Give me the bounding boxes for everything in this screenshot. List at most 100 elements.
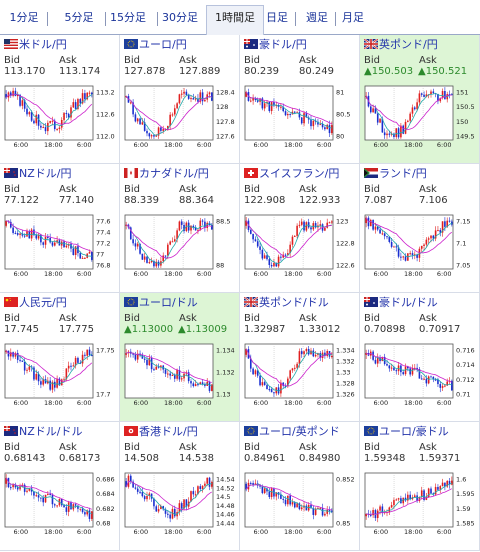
bid-value-text: 122.908: [244, 195, 286, 206]
candlestick-chart[interactable]: 0.716 0.714 0.712 0.71 6:00 18:00 6:00: [364, 343, 475, 407]
x-tick-label: 6:00: [437, 399, 452, 407]
candlestick-chart[interactable]: 1.334 1.332 1.33 1.328 1.326 6:00 18:00 6:00: [244, 343, 355, 407]
tab-7[interactable]: 月足: [342, 11, 364, 24]
candle-body: [148, 133, 151, 137]
rate-card[interactable]: スイスフラン/円 Bid Ask 122.908 122.933 123 122.8 122.…: [240, 164, 360, 293]
pair-title-link[interactable]: カナダドル/円: [124, 166, 209, 182]
candlestick-chart[interactable]: 81 80.5 80 6:00 18:00 6:00: [244, 85, 355, 149]
pair-title-link[interactable]: 米ドル/円: [4, 37, 67, 53]
bid-value-text: 1.32987: [244, 324, 286, 335]
rate-card[interactable]: 米ドル/円 Bid Ask 113.170 113.174 113.2 112.6 112.0…: [0, 35, 120, 164]
candlestick-chart[interactable]: 0.852 0.85 6:00 18:00 6:00: [244, 472, 355, 536]
pair-title-link[interactable]: スイスフラン/円: [244, 166, 339, 182]
ask-label: Ask: [419, 55, 437, 66]
pair-title-link[interactable]: NZドル/ドル: [4, 424, 82, 440]
tab-1[interactable]: 5分足: [64, 11, 94, 24]
candle-body: [30, 112, 33, 121]
ask-label: Ask: [59, 55, 77, 66]
tab-3[interactable]: 30分足: [162, 11, 198, 24]
candle-body: [146, 130, 148, 134]
pair-title-link[interactable]: 英ポンド/ドル: [244, 295, 329, 311]
rate-card[interactable]: 香港ドル/円 Bid Ask 14.508 14.538 14.54 14.52 14.5 14…: [120, 422, 240, 551]
candle-body: [381, 233, 384, 235]
rate-card[interactable]: ランド/円 Bid Ask 7.087 7.106 7.15 7.1 7.05 6:00 18:0…: [360, 164, 480, 293]
tab-6[interactable]: 週足: [306, 11, 328, 24]
pair-title-link[interactable]: ユーロ/ドル: [124, 295, 198, 311]
candle-body: [192, 98, 195, 100]
tab-2[interactable]: 15分足: [110, 11, 146, 24]
rate-card[interactable]: 英ポンド/円 Bid Ask ▲150.503 ▲150.521 151 150.5 150 1…: [360, 35, 480, 164]
rate-card[interactable]: 豪ドル/円 Bid Ask 80.239 80.249 81 80.5 80 6:00 18:00…: [240, 35, 360, 164]
candle-body: [192, 383, 195, 387]
candle-body: [51, 242, 54, 246]
candle-body: [390, 367, 393, 369]
candlestick-chart[interactable]: 1.134 1.132 1.13 6:00 18:00 6:00: [124, 343, 235, 407]
candle-body: [47, 237, 49, 239]
rate-card[interactable]: カナダドル/円 Bid Ask 88.339 88.364 88.5 88 6:00 18:00…: [120, 164, 240, 293]
pair-title-link[interactable]: ランド/円: [364, 166, 427, 182]
rate-card[interactable]: 人民元/円 Bid Ask 17.745 17.775 17.75 17.7 6:00 18:0…: [0, 293, 120, 422]
rate-card[interactable]: ユーロ/英ポンド Bid Ask 0.84961 0.84980 0.852 0.85 6:0…: [240, 422, 360, 551]
candle-body: [167, 513, 169, 515]
candle-body: [411, 253, 414, 256]
candle-body: [326, 222, 329, 228]
candlestick-chart[interactable]: 0.686 0.684 0.682 0.68 6:00 18:00 6:00: [4, 472, 115, 536]
pair-name: カナダドル/円: [139, 167, 209, 180]
candlestick-chart[interactable]: 88.5 88 6:00 18:00 6:00: [124, 214, 235, 278]
candle-body: [416, 254, 418, 258]
candlestick-chart[interactable]: 151 150.5 150 149.5 6:00 18:00 6:00: [364, 85, 475, 149]
rate-card[interactable]: 豪ドル/ドル Bid Ask 0.70898 0.70917 0.716 0.714 0.71…: [360, 293, 480, 422]
candlestick-chart[interactable]: 77.6 77.4 77.2 77 76.8 6:00 18:00 6:00: [4, 214, 115, 278]
ask-value-text: 14.538: [179, 453, 214, 464]
pair-title-link[interactable]: 人民元/円: [4, 295, 67, 311]
candle-body: [319, 224, 322, 226]
moving-average-long: [366, 488, 452, 516]
pair-title-link[interactable]: ユーロ/円: [124, 37, 187, 53]
candle-body: [388, 236, 391, 243]
candle-body: [49, 237, 51, 243]
candlestick-chart[interactable]: 17.75 17.7 6:00 18:00 6:00: [4, 343, 115, 407]
candle-body: [324, 127, 326, 130]
bid-value-text: 17.745: [4, 324, 39, 335]
candlestick-chart[interactable]: 128.4 128 127.8 127.6 6:00 18:00 6:00: [124, 85, 235, 149]
candle-body: [194, 98, 197, 100]
pair-title-link[interactable]: 香港ドル/円: [124, 424, 198, 440]
candle-body: [310, 350, 312, 355]
tab-5[interactable]: 日足: [266, 11, 288, 24]
y-tick-label: 122.8: [336, 240, 355, 248]
candlestick-chart[interactable]: 113.2 112.6 112.0 6:00 18:00 6:00: [4, 85, 115, 149]
candlestick-chart[interactable]: 1.6 1.595 1.59 1.585 6:00 18:00 6:00: [364, 472, 475, 536]
pair-title-link[interactable]: 豪ドル/ドル: [364, 295, 438, 311]
pair-title-link[interactable]: ユーロ/英ポンド: [244, 424, 340, 440]
tab-0[interactable]: 1分足: [9, 11, 39, 24]
rate-card[interactable]: ユーロ/円 Bid Ask 127.878 127.889 128.4 128 127.8 12…: [120, 35, 240, 164]
candlestick-chart[interactable]: 123 122.8 122.6 6:00 18:00 6:00: [244, 214, 355, 278]
rate-card[interactable]: 英ポンド/ドル Bid Ask 1.32987 1.33012 1.334 1.332 1.3…: [240, 293, 360, 422]
candle-body: [37, 114, 40, 126]
tab-4[interactable]: 1時間足: [206, 5, 264, 35]
candle-body: [277, 387, 280, 394]
rate-card[interactable]: NZドル/ドル Bid Ask 0.68143 0.68173 0.686 0.684 0.6…: [0, 422, 120, 551]
candle-body: [201, 485, 204, 489]
x-tick-label: 6:00: [374, 528, 389, 536]
candle-body: [150, 261, 153, 263]
pair-title-link[interactable]: NZドル/円: [4, 166, 71, 182]
candlestick-chart[interactable]: 7.15 7.1 7.05 6:00 18:00 6:00: [364, 214, 475, 278]
pair-title-link[interactable]: ユーロ/豪ドル: [364, 424, 449, 440]
candle-body: [298, 224, 301, 226]
candle-body: [409, 494, 411, 500]
rate-card[interactable]: ユーロ/ドル Bid Ask ▲1.13000 ▲1.13009 1.134 1.132 1.…: [120, 293, 240, 422]
tab-separator: [47, 12, 48, 26]
candle-body: [300, 507, 303, 510]
candle-body: [91, 511, 93, 519]
rate-card[interactable]: ユーロ/豪ドル Bid Ask 1.59348 1.59371 1.6 1.595 1.59 1…: [360, 422, 480, 551]
candle-body: [84, 93, 86, 100]
rate-card[interactable]: NZドル/円 Bid Ask 77.122 77.140 77.6 77.4 77.2 77 76…: [0, 164, 120, 293]
pair-title-link[interactable]: 豪ドル/円: [244, 37, 307, 53]
candle-body: [153, 261, 155, 267]
candle-body: [42, 379, 45, 385]
chart-plot-area: [244, 343, 334, 399]
pair-title-link[interactable]: 英ポンド/円: [364, 37, 438, 53]
candle-body: [381, 506, 384, 513]
